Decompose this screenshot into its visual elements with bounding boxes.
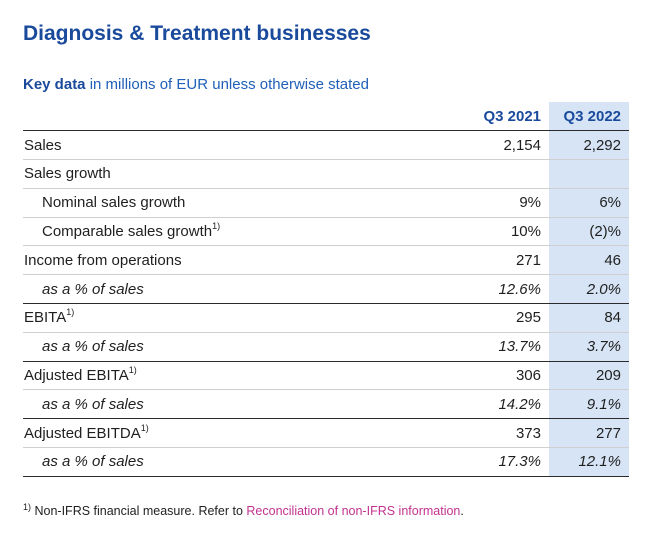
table-row: Adjusted EBITA1) 306 209 [23,361,629,391]
value-q3-2022: (2)% [549,217,629,247]
row-label: EBITA1) [23,303,457,333]
row-label-text: Nominal sales growth [42,194,186,212]
value-q3-2022: 209 [549,361,629,391]
table-row: as a % of sales 13.7% 3.7% [23,332,629,362]
value-q3-2022: 12.1% [549,447,629,477]
row-label: as a % of sales [23,447,457,477]
row-label: Income from operations [23,245,457,276]
footnote-text: Non-IFRS financial measure. Refer to [31,504,247,518]
table-caption: Key data in millions of EUR unless other… [23,76,369,93]
table-row: Sales 2,154 2,292 [23,130,629,161]
row-label-text: Sales [24,136,62,154]
value-q3-2022: 2.0% [549,274,629,305]
value-q3-2021: 295 [457,303,549,333]
footnote-ref: 1) [66,307,75,318]
row-label: Sales growth [23,159,457,189]
row-label-text: Adjusted EBITA [24,367,129,385]
row-label: Comparable sales growth1) [23,217,457,247]
value-q3-2022: 46 [549,245,629,276]
value-q3-2021: 13.7% [457,332,549,362]
row-label: Adjusted EBITA1) [23,361,457,391]
footnote-ref: 1) [128,365,137,376]
value-q3-2022: 6% [549,188,629,218]
header-q3-2021: Q3 2021 [457,102,549,132]
value-q3-2022: 3.7% [549,332,629,362]
table-row: Nominal sales growth 9% 6% [23,188,629,218]
value-q3-2022 [549,159,629,189]
row-label-text: as a % of sales [42,338,144,356]
row-label: Nominal sales growth [23,188,457,218]
header-label [23,102,457,132]
value-q3-2021: 14.2% [457,389,549,420]
table-row: Comparable sales growth1) 10% (2)% [23,217,629,247]
value-q3-2022: 84 [549,303,629,333]
footnote-ref: 1) [140,422,149,433]
value-q3-2021: 306 [457,361,549,391]
value-q3-2021: 2,154 [457,130,549,161]
value-q3-2022: 9.1% [549,389,629,420]
footnote-ref: 1) [212,221,221,232]
value-q3-2021: 12.6% [457,274,549,305]
row-label: as a % of sales [23,332,457,362]
row-label: as a % of sales [23,389,457,420]
row-label: Sales [23,130,457,161]
table-row: EBITA1) 295 84 [23,303,629,333]
value-q3-2021: 10% [457,217,549,247]
value-q3-2021: 271 [457,245,549,276]
row-label-text: Adjusted EBITDA [24,424,141,442]
table-header-row: Q3 2021 Q3 2022 [23,102,629,132]
value-q3-2022: 277 [549,418,629,449]
key-data-table: Q3 2021 Q3 2022 Sales 2,154 2,292 Sales gro… [23,102,629,477]
table-row: Sales growth [23,159,629,189]
value-q3-2021: 9% [457,188,549,218]
footnote-mark: 1) [23,502,32,512]
value-q3-2022: 2,292 [549,130,629,161]
row-label-text: Income from operations [24,251,182,269]
caption-strong: Key data [23,76,86,93]
row-label-text: as a % of sales [42,453,144,471]
table-row: as a % of sales 12.6% 2.0% [23,274,629,305]
row-label-text: EBITA [24,309,67,327]
row-label: as a % of sales [23,274,457,305]
row-label-text: as a % of sales [42,395,144,413]
reconciliation-link[interactable]: Reconciliation of non-IFRS information [246,504,461,518]
header-q3-2022: Q3 2022 [549,102,629,132]
value-q3-2021: 373 [457,418,549,449]
row-label-text: Sales growth [24,165,111,183]
caption-rest: in millions of EUR unless otherwise stat… [85,76,369,93]
table-row: as a % of sales 17.3% 12.1% [23,447,629,477]
table-body: Sales 2,154 2,292 Sales growth Nominal sales… [23,130,629,477]
footnote-end: . [460,504,464,518]
row-label-text: Comparable sales growth [42,223,213,241]
table-row: as a % of sales 14.2% 9.1% [23,389,629,420]
row-label-text: as a % of sales [42,280,144,298]
table-row: Income from operations 271 46 [23,245,629,276]
row-label: Adjusted EBITDA1) [23,418,457,449]
value-q3-2021: 17.3% [457,447,549,477]
table-row: Adjusted EBITDA1) 373 277 [23,418,629,449]
footnote: 1) Non-IFRS financial measure. Refer to … [23,502,464,518]
value-q3-2021 [457,159,549,189]
page-title: Diagnosis & Treatment businesses [23,22,371,45]
